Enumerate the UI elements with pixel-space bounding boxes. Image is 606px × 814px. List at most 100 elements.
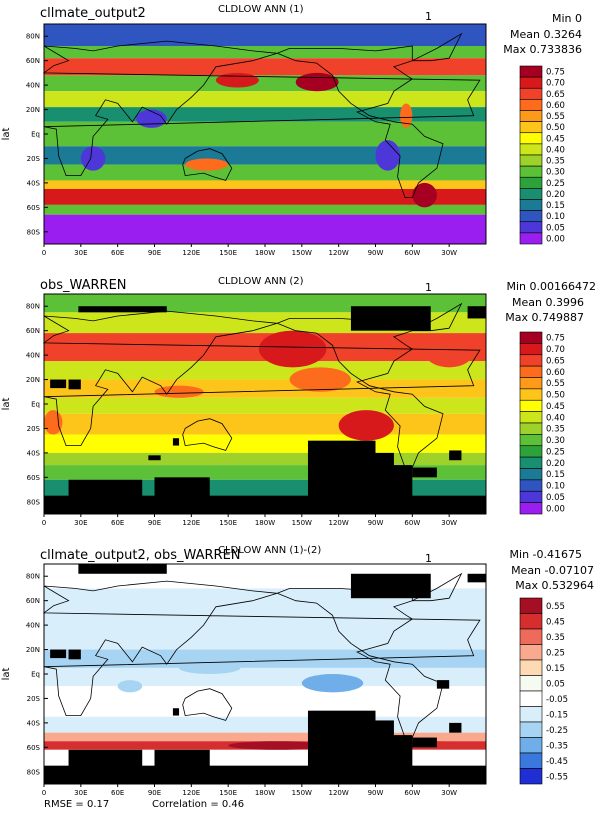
coastline <box>182 688 233 721</box>
missing-data-box <box>78 564 167 574</box>
colorbar-cell <box>519 121 543 134</box>
field-blob <box>215 72 259 88</box>
colorbar-cell <box>519 65 543 78</box>
colorbar-cell <box>519 479 543 492</box>
missing-data-box <box>68 749 143 784</box>
colorbar-label: 0.25 <box>546 447 565 457</box>
colorbar-label: 0.40 <box>546 145 565 155</box>
field-blob <box>80 146 106 171</box>
x-tick-label: 60E <box>111 249 124 257</box>
colorbar-label: 0.10 <box>546 482 565 492</box>
colorbar-label: 0.65 <box>546 90 565 100</box>
colorbar-label: 0.45 <box>546 402 565 412</box>
colorbar-label: 0.50 <box>546 391 565 401</box>
colorbar-cell <box>519 87 543 100</box>
colorbar-label: 0.55 <box>546 602 565 612</box>
colorbar-label: -0.05 <box>546 695 568 705</box>
y-tick-label: 80S <box>27 768 41 776</box>
y-tick-label: 20S <box>27 155 41 163</box>
field-band <box>44 667 486 687</box>
x-tick-label: 60E <box>111 789 124 797</box>
field-band <box>44 204 486 215</box>
missing-data-box <box>412 737 437 748</box>
y-tick-label: 40N <box>26 82 40 90</box>
colorbar-cell <box>519 354 543 367</box>
colorbar-cell <box>519 343 543 356</box>
field-blob <box>185 158 229 171</box>
field-band <box>44 91 486 108</box>
y-tick-label: 80S <box>27 498 41 506</box>
colorbar-cell <box>519 690 543 707</box>
colorbar-cell <box>519 165 543 178</box>
missing-data-box <box>350 573 431 599</box>
field-blob <box>44 410 63 435</box>
y-tick-label: 80S <box>27 228 41 236</box>
colorbar-label: -0.15 <box>546 710 568 720</box>
colorbar-label: 0.70 <box>546 345 565 355</box>
coastline <box>182 148 233 181</box>
run-name: cllmate_output2, obs_WARREN <box>40 548 241 563</box>
coastline-layer <box>42 302 481 468</box>
colorbar-label: 0.20 <box>546 190 565 200</box>
stat-min: Min -0.41675 <box>509 548 582 561</box>
colorbar-cell <box>519 388 543 401</box>
field-band <box>44 189 486 205</box>
missing-data-box <box>68 379 81 390</box>
coastline <box>42 40 481 176</box>
x-tick-label: 90E <box>148 789 161 797</box>
colorbar-label: 0.65 <box>546 356 565 366</box>
colorbar-cell <box>519 365 543 378</box>
field-band <box>44 686 486 717</box>
colorbar-label: 0.00 <box>546 234 565 244</box>
x-tick-label: 0 <box>42 789 46 797</box>
colorbar-label: 0.55 <box>546 379 565 389</box>
colorbar-cell <box>519 422 543 435</box>
x-tick-label: 90W <box>368 249 384 257</box>
x-tick-label: 180W <box>255 789 275 797</box>
colorbar-cell <box>519 445 543 458</box>
missing-data-box <box>68 649 81 660</box>
field-blob <box>424 336 474 368</box>
y-tick-label: 20N <box>26 646 40 654</box>
x-tick-label: 30E <box>74 789 87 797</box>
y-tick-label: Eq <box>31 131 40 139</box>
x-tick-label: 180W <box>255 519 275 527</box>
missing-data-box <box>154 477 210 514</box>
colorbar-cell <box>519 768 543 785</box>
missing-data-box <box>154 749 210 784</box>
colorbar-label: 0.50 <box>546 123 565 133</box>
map-svg: 80N 60N 40N 20N Eq 20S 40S 60S 80S 0 30E 60E 90E 120E… <box>1 293 565 527</box>
rmse-label: RMSE = 0.17 <box>44 799 110 810</box>
x-tick-label: 150E <box>219 789 237 797</box>
y-tick-label: 60N <box>26 327 40 335</box>
colorbar-label: 0.40 <box>546 413 565 423</box>
colorbar-cell <box>519 132 543 145</box>
y-tick-label: 20N <box>26 106 40 114</box>
y-tick-label: 40S <box>27 719 41 727</box>
colorbar-label: 0.10 <box>546 212 565 222</box>
colorbar-label: 0.55 <box>546 112 565 122</box>
coastline <box>277 45 444 198</box>
map-svg: 80N 60N 40N 20N Eq 20S 40S 60S 80S 0 30E 60E 90E 120E… <box>1 563 568 797</box>
colorbar-label: -0.35 <box>546 741 568 751</box>
run-name: obs_WARREN <box>40 278 127 293</box>
x-tick-label: 0 <box>42 249 46 257</box>
field-layer <box>44 294 486 514</box>
x-tick-label: 120E <box>182 519 200 527</box>
colorbar-cell <box>519 199 543 211</box>
coastline <box>277 315 444 468</box>
panel-title: CLDLOW ANN (1)-(2) <box>218 545 322 556</box>
colorbar-label: 0.05 <box>546 493 565 503</box>
missing-data-box <box>78 306 167 313</box>
x-tick-label: 120W <box>329 519 349 527</box>
x-tick-label: 90W <box>368 789 384 797</box>
colorbar-label: 0.45 <box>546 617 565 627</box>
colorbar-cell <box>519 613 543 630</box>
colorbar-cell <box>519 99 543 111</box>
panel-number: 1 <box>425 10 432 23</box>
field-band <box>44 121 486 147</box>
missing-data-box <box>350 306 431 331</box>
coastline <box>412 32 463 62</box>
field-blob <box>136 109 167 128</box>
colorbar-cell <box>519 232 543 245</box>
